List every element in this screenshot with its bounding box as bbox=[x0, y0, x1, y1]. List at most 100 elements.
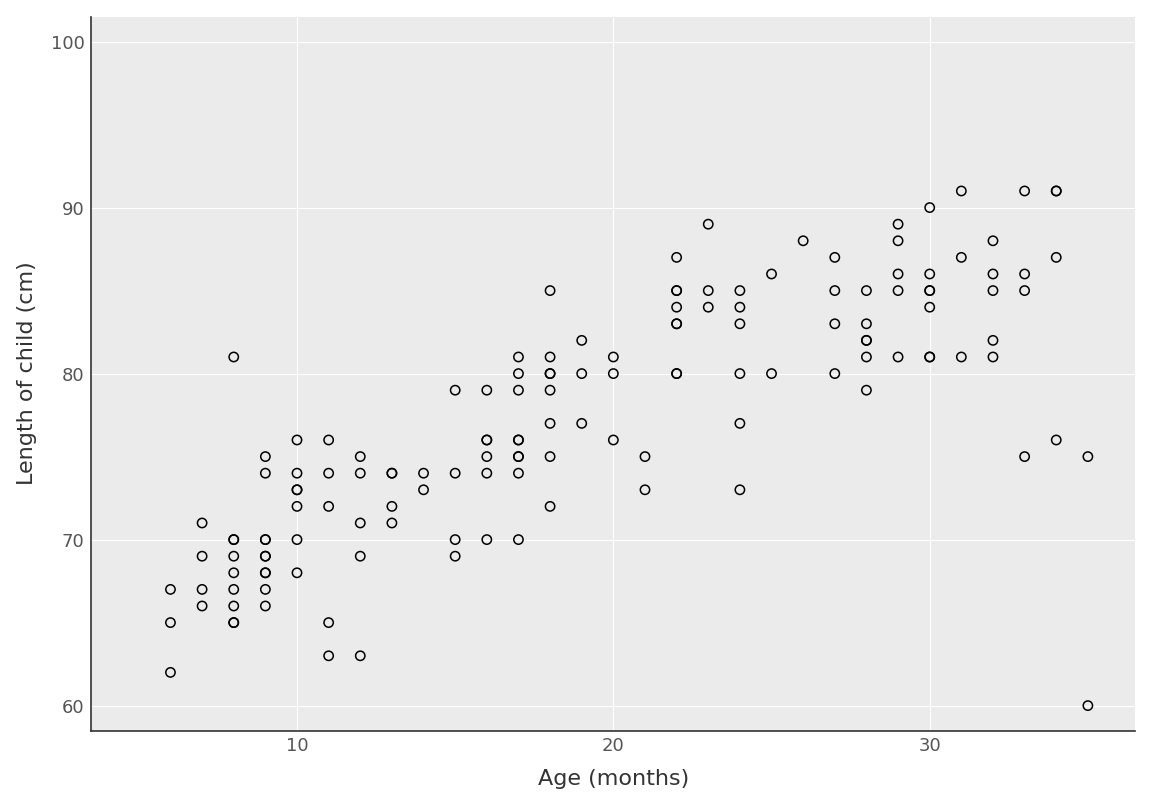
Point bbox=[952, 185, 970, 197]
Point bbox=[509, 450, 528, 463]
Point bbox=[920, 301, 939, 314]
Point bbox=[1078, 699, 1097, 712]
Point bbox=[509, 434, 528, 447]
Point bbox=[478, 533, 497, 546]
Point bbox=[1047, 185, 1066, 197]
Point bbox=[857, 351, 876, 364]
Point bbox=[1015, 185, 1033, 197]
Point bbox=[857, 334, 876, 347]
Point bbox=[889, 235, 908, 247]
Point bbox=[984, 268, 1002, 280]
Point bbox=[920, 351, 939, 364]
Point bbox=[256, 550, 274, 563]
Point bbox=[730, 285, 749, 297]
Point bbox=[541, 450, 560, 463]
Point bbox=[351, 517, 370, 530]
Point bbox=[382, 517, 401, 530]
Point bbox=[256, 450, 274, 463]
Point bbox=[509, 434, 528, 447]
Point bbox=[604, 368, 622, 380]
Point bbox=[288, 434, 306, 447]
Point bbox=[1047, 185, 1066, 197]
Point bbox=[256, 533, 274, 546]
Point bbox=[667, 251, 685, 264]
Point bbox=[192, 550, 211, 563]
Point bbox=[288, 567, 306, 580]
Point bbox=[667, 368, 685, 380]
Point bbox=[857, 318, 876, 330]
Point bbox=[984, 351, 1002, 364]
Point bbox=[667, 318, 685, 330]
Point bbox=[446, 550, 464, 563]
Point bbox=[382, 500, 401, 513]
Point bbox=[920, 285, 939, 297]
Point bbox=[415, 467, 433, 480]
Point bbox=[730, 318, 749, 330]
Point bbox=[730, 484, 749, 496]
Point bbox=[1047, 434, 1066, 447]
Point bbox=[478, 434, 497, 447]
Point bbox=[319, 467, 338, 480]
Point bbox=[541, 285, 560, 297]
Point bbox=[573, 417, 591, 430]
Point bbox=[920, 202, 939, 214]
Point bbox=[256, 583, 274, 596]
Point bbox=[667, 301, 685, 314]
Point bbox=[573, 334, 591, 347]
Point bbox=[288, 467, 306, 480]
Point bbox=[225, 616, 243, 629]
Point bbox=[351, 650, 370, 663]
Point bbox=[857, 285, 876, 297]
Point bbox=[319, 434, 338, 447]
Point bbox=[192, 600, 211, 613]
Point bbox=[699, 218, 718, 231]
Point bbox=[225, 600, 243, 613]
Point bbox=[541, 500, 560, 513]
Point bbox=[763, 268, 781, 280]
Point bbox=[826, 368, 844, 380]
Point bbox=[256, 550, 274, 563]
Point bbox=[192, 583, 211, 596]
Point bbox=[225, 533, 243, 546]
Point bbox=[541, 417, 560, 430]
Point bbox=[256, 567, 274, 580]
Point bbox=[225, 533, 243, 546]
Point bbox=[256, 533, 274, 546]
Point bbox=[225, 583, 243, 596]
Point bbox=[319, 650, 338, 663]
Point bbox=[509, 533, 528, 546]
Point bbox=[889, 268, 908, 280]
Point bbox=[256, 600, 274, 613]
Point bbox=[636, 484, 654, 496]
Point bbox=[826, 285, 844, 297]
Point bbox=[667, 368, 685, 380]
Point bbox=[889, 351, 908, 364]
Point bbox=[541, 384, 560, 397]
Point bbox=[667, 285, 685, 297]
Point bbox=[415, 484, 433, 496]
Point bbox=[730, 417, 749, 430]
Point bbox=[351, 550, 370, 563]
Point bbox=[730, 301, 749, 314]
Point bbox=[667, 318, 685, 330]
Point bbox=[382, 467, 401, 480]
Y-axis label: Length of child (cm): Length of child (cm) bbox=[16, 262, 37, 485]
Point bbox=[225, 567, 243, 580]
Point bbox=[446, 384, 464, 397]
Point bbox=[288, 484, 306, 496]
Point bbox=[920, 285, 939, 297]
Point bbox=[541, 368, 560, 380]
Point bbox=[319, 500, 338, 513]
X-axis label: Age (months): Age (months) bbox=[538, 770, 689, 789]
Point bbox=[288, 500, 306, 513]
Point bbox=[604, 434, 622, 447]
Point bbox=[478, 384, 497, 397]
Point bbox=[225, 550, 243, 563]
Point bbox=[826, 251, 844, 264]
Point bbox=[1047, 251, 1066, 264]
Point bbox=[225, 351, 243, 364]
Point bbox=[161, 666, 180, 679]
Point bbox=[351, 467, 370, 480]
Point bbox=[857, 334, 876, 347]
Point bbox=[382, 467, 401, 480]
